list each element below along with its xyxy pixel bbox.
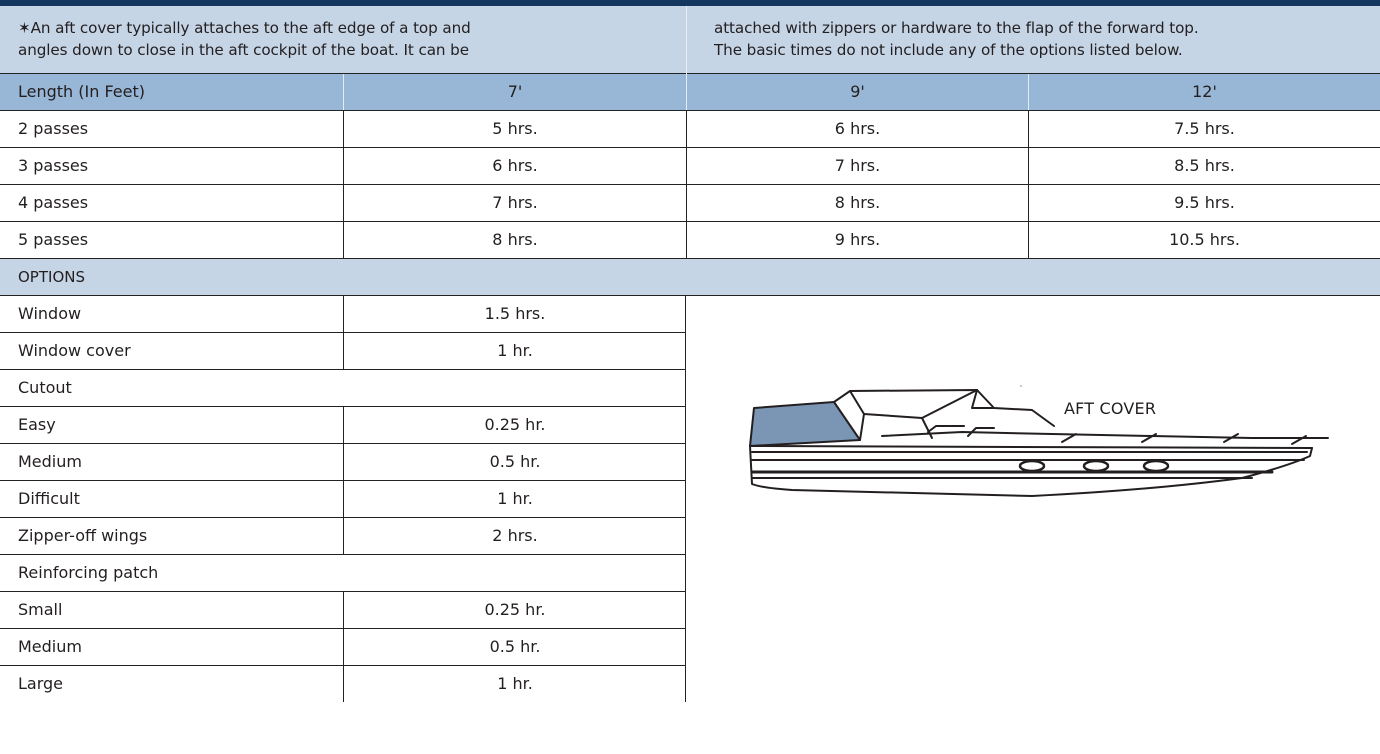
option-row: Easy 0.25 hr. — [0, 407, 686, 444]
row-label: 5 passes — [18, 230, 89, 249]
table-row: 4 passes 7 hrs. 8 hrs. 9.5 hrs. — [0, 185, 1380, 222]
header-length: Length (In Feet) — [18, 82, 145, 101]
intro-line: angles down to close in the aft cockpit … — [18, 41, 469, 59]
option-time: 1.5 hrs. — [343, 296, 686, 332]
option-label: Window — [18, 304, 82, 323]
option-label: Difficult — [18, 489, 80, 508]
option-group-label: Reinforcing patch — [18, 563, 159, 582]
intro-divider — [686, 6, 687, 74]
option-row: Difficult 1 hr. — [0, 481, 686, 518]
intro-line: ✶An aft cover typically attaches to the … — [18, 19, 471, 37]
table-row: 3 passes 6 hrs. 7 hrs. 8.5 hrs. — [0, 148, 1380, 185]
row-value-9ft: 7 hrs. — [686, 148, 1028, 184]
option-row: Medium 0.5 hr. — [0, 444, 686, 481]
row-label: 2 passes — [18, 119, 89, 138]
option-label: Zipper-off wings — [18, 526, 148, 545]
intro-text-right: attached with zippers or hardware to the… — [714, 17, 1354, 61]
table-row: 2 passes 5 hrs. 6 hrs. 7.5 hrs. — [0, 111, 1380, 148]
row-value-12ft: 8.5 hrs. — [1028, 148, 1380, 184]
intro-line: attached with zippers or hardware to the… — [714, 19, 1199, 37]
option-group-row: Cutout — [0, 370, 686, 407]
row-value-9ft: 9 hrs. — [686, 222, 1028, 258]
option-row: Window cover 1 hr. — [0, 333, 686, 370]
table-row: 5 passes 8 hrs. 9 hrs. 10.5 hrs. — [0, 222, 1380, 259]
aft-cover-label: AFT COVER — [1064, 399, 1157, 418]
intro-note: ✶An aft cover typically attaches to the … — [0, 6, 1380, 74]
option-row: Large 1 hr. — [0, 666, 686, 703]
option-time: 0.25 hr. — [343, 592, 686, 628]
row-label: 3 passes — [18, 156, 89, 175]
option-time: 2 hrs. — [343, 518, 686, 554]
row-value-7ft: 6 hrs. — [343, 148, 686, 184]
row-value-7ft: 8 hrs. — [343, 222, 686, 258]
row-label: 4 passes — [18, 193, 89, 212]
option-row: Window 1.5 hrs. — [0, 296, 686, 333]
row-value-7ft: 5 hrs. — [343, 111, 686, 147]
option-row: Medium 0.5 hr. — [0, 629, 686, 666]
option-time: 0.5 hr. — [343, 629, 686, 665]
header-9ft: 9' — [686, 74, 1028, 110]
option-time: 1 hr. — [343, 666, 686, 702]
header-7ft: 7' — [343, 74, 686, 110]
table-header-row: Length (In Feet) 7' 9' 12' — [0, 74, 1380, 111]
option-group-label: Cutout — [18, 378, 72, 397]
option-time: 0.5 hr. — [343, 444, 686, 480]
row-value-9ft: 8 hrs. — [686, 185, 1028, 221]
boat-aft-cover-illustration — [732, 378, 1332, 508]
row-value-9ft: 6 hrs. — [686, 111, 1028, 147]
option-label: Medium — [18, 452, 82, 471]
top-accent-bar — [0, 0, 1380, 6]
row-value-12ft: 10.5 hrs. — [1028, 222, 1380, 258]
option-label: Small — [18, 600, 63, 619]
options-title: OPTIONS — [18, 268, 85, 286]
header-12ft: 12' — [1028, 74, 1380, 110]
row-value-12ft: 9.5 hrs. — [1028, 185, 1380, 221]
boat-icon — [749, 385, 1329, 497]
option-group-row: Reinforcing patch — [0, 555, 686, 592]
option-label: Window cover — [18, 341, 131, 360]
option-label: Large — [18, 674, 64, 693]
row-value-12ft: 7.5 hrs. — [1028, 111, 1380, 147]
option-row: Small 0.25 hr. — [0, 592, 686, 629]
options-header-row: OPTIONS — [0, 259, 1380, 296]
option-label: Medium — [18, 637, 82, 656]
option-label: Easy — [18, 415, 56, 434]
intro-text-left: ✶An aft cover typically attaches to the … — [18, 17, 673, 61]
option-time: 1 hr. — [343, 481, 686, 517]
option-row: Zipper-off wings 2 hrs. — [0, 518, 686, 555]
row-value-7ft: 7 hrs. — [343, 185, 686, 221]
option-time: 0.25 hr. — [343, 407, 686, 443]
intro-line: The basic times do not include any of th… — [714, 41, 1183, 59]
option-time: 1 hr. — [343, 333, 686, 369]
